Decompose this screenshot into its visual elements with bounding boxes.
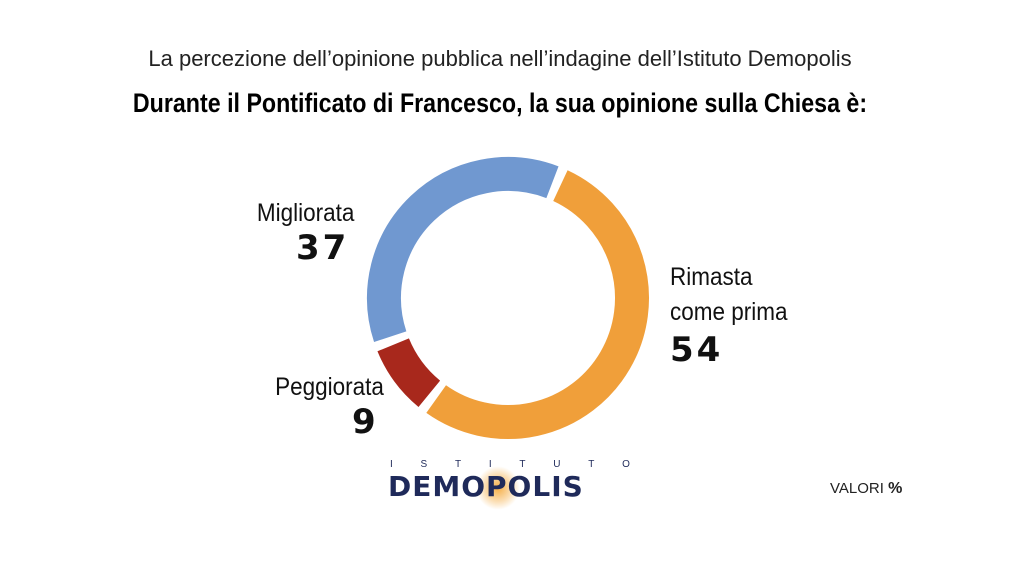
logo-letter: U bbox=[553, 459, 561, 470]
logo-glow-icon bbox=[476, 466, 520, 510]
label-rimasta-line2: come prima bbox=[670, 298, 788, 326]
value-peggiorata: 9 bbox=[352, 402, 379, 442]
logo-letter: I bbox=[390, 459, 393, 470]
label-migliorata: Migliorata bbox=[256, 199, 354, 227]
value-migliorata: 37 bbox=[296, 228, 350, 268]
label-peggiorata: Peggiorata bbox=[275, 373, 384, 401]
logo-letter: I bbox=[488, 459, 492, 470]
units-note: VALORI % bbox=[830, 480, 902, 498]
logo-letter: O bbox=[622, 459, 630, 470]
donut-slice-peggiorata bbox=[377, 337, 441, 407]
chart-title: Durante il Pontificato di Francesco, la … bbox=[132, 88, 868, 118]
donut-slice-migliorata bbox=[367, 157, 559, 343]
chart-subtitle: La percezione dell’opinione pubblica nel… bbox=[148, 46, 852, 71]
logo-letter: T bbox=[588, 459, 595, 470]
logo-letter: S bbox=[420, 459, 428, 470]
label-rimasta-line1: Rimasta bbox=[670, 263, 753, 291]
donut-slice-rimasta-come-prima bbox=[426, 170, 649, 439]
units-symbol: % bbox=[888, 480, 903, 497]
logo-letter: T bbox=[519, 459, 526, 470]
logo-demopolis: DEMOPOLIS bbox=[388, 470, 584, 503]
logo-letter: T bbox=[454, 459, 462, 470]
units-label: VALORI bbox=[830, 480, 884, 497]
value-rimasta: 54 bbox=[670, 330, 724, 370]
